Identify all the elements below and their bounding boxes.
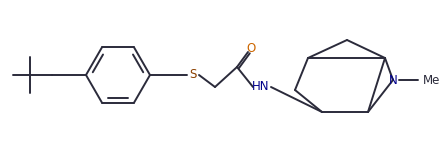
Text: S: S [189, 69, 197, 82]
Text: O: O [247, 42, 255, 55]
Text: Me: Me [423, 74, 441, 87]
Text: N: N [388, 74, 397, 87]
Text: HN: HN [252, 80, 270, 93]
